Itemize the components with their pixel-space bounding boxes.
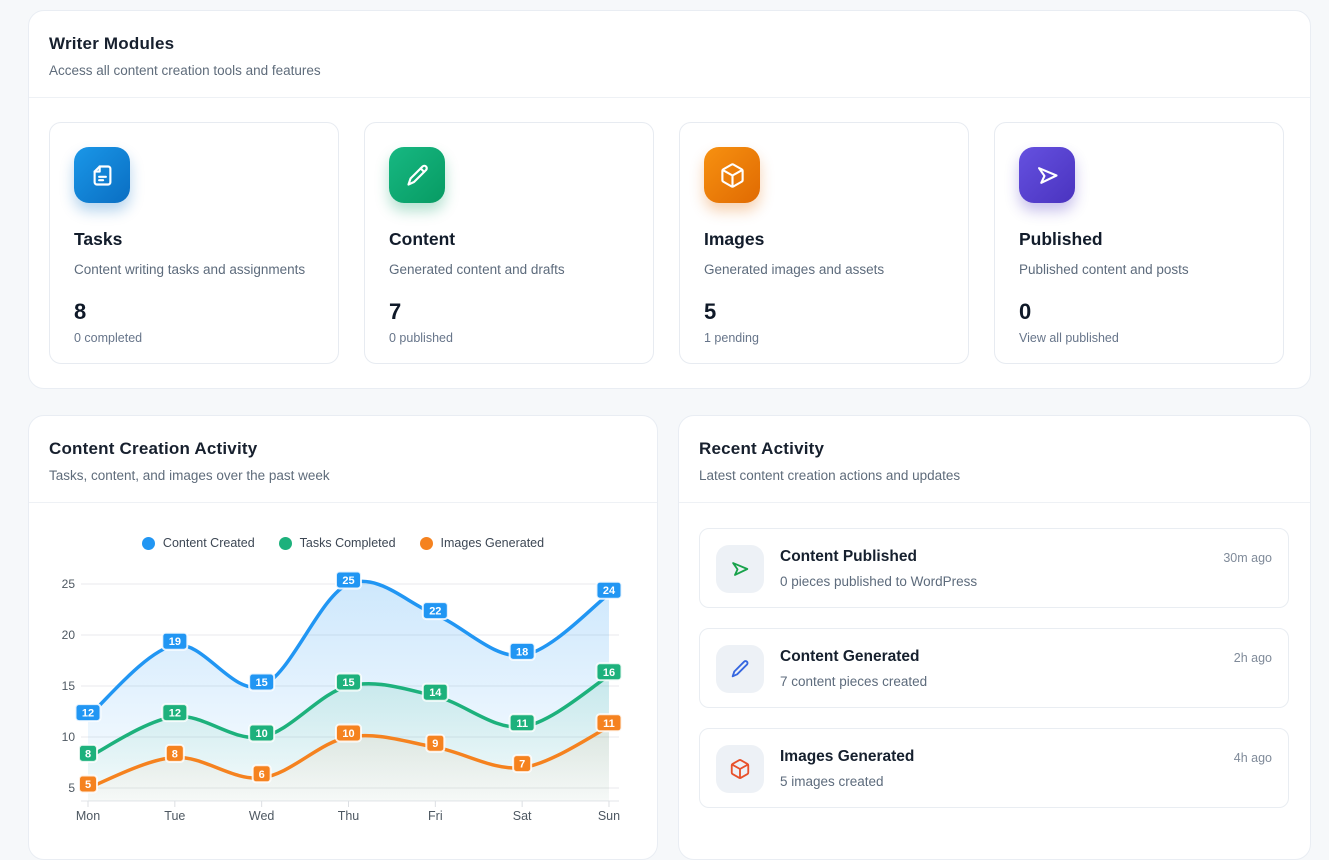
svg-text:12: 12 [82,708,94,720]
legend-dot [419,536,433,550]
legend-label: Images Generated [440,536,545,550]
module-cards-row: Tasks Content writing tasks and assignme… [29,98,1310,364]
card-title: Content [389,229,456,249]
card-count: 0 [1019,299,1032,324]
send-icon [716,545,764,593]
card-title: Tasks [74,229,123,249]
svg-text:9: 9 [432,738,438,750]
svg-text:24: 24 [603,585,616,597]
card-description: Generated images and assets [704,262,885,277]
chart-subtitle: Tasks, content, and images over the past… [49,468,330,483]
recent-activity-subtitle: Latest content creation actions and upda… [699,468,961,483]
chart-header: Content Creation Activity Tasks, content… [29,416,657,503]
svg-text:10: 10 [342,728,354,740]
cube-icon [704,147,760,203]
pencil-icon [716,645,764,693]
legend-item-content-created[interactable]: Content Created [141,536,255,550]
legend-label: Tasks Completed [299,536,396,550]
svg-text:8: 8 [85,748,91,760]
recent-activity-header: Recent Activity Latest content creation … [679,416,1310,503]
svg-text:5: 5 [68,781,75,795]
activity-title: Content Published [780,548,917,565]
chart-legend: Content Created Tasks Completed Images Gen… [29,536,657,550]
legend-dot [141,536,155,550]
legend-item-images-generated[interactable]: Images Generated [419,536,545,550]
svg-text:19: 19 [169,636,181,648]
svg-text:11: 11 [516,718,528,730]
svg-text:10: 10 [256,728,268,740]
card-title: Images [704,229,765,249]
activity-timestamp: 2h ago [1233,651,1272,665]
activity-description: 5 images created [780,774,884,789]
activity-list: Content Published 0 pieces published to … [679,503,1310,808]
recent-activity-title: Recent Activity [699,439,825,458]
svg-text:Tue: Tue [164,809,185,823]
page-subtitle: Access all content creation tools and fe… [49,63,321,78]
module-card-tasks[interactable]: Tasks Content writing tasks and assignme… [49,122,339,364]
svg-text:6: 6 [259,769,265,781]
activity-line-chart[interactable]: 5 10 15 20 25 Mon Tue Wed Thu Fri Sat Sun 12 19 15 25 22… [29,504,659,830]
card-sublabel: 0 published [389,331,453,345]
card-count: 8 [74,299,87,324]
svg-text:Sun: Sun [598,809,620,823]
legend-label: Content Created [162,536,255,550]
svg-text:Fri: Fri [428,809,443,823]
module-card-published[interactable]: Published Published content and posts 0 … [994,122,1284,364]
legend-dot [278,536,292,550]
svg-text:Sat: Sat [513,809,532,823]
svg-text:8: 8 [172,748,178,760]
svg-text:Wed: Wed [249,809,275,823]
svg-text:11: 11 [603,718,615,730]
svg-text:Mon: Mon [76,809,100,823]
svg-text:25: 25 [342,575,354,587]
activity-item-content-published: Content Published 0 pieces published to … [699,528,1289,608]
activity-timestamp: 4h ago [1233,751,1272,765]
svg-text:25: 25 [62,577,76,591]
svg-text:15: 15 [342,677,354,689]
svg-text:7: 7 [519,759,525,771]
recent-activity-panel: Recent Activity Latest content creation … [678,415,1311,860]
pencil-icon [389,147,445,203]
svg-text:5: 5 [85,779,91,791]
svg-text:15: 15 [62,679,76,693]
svg-text:20: 20 [62,628,76,642]
card-sublabel[interactable]: View all published [1019,331,1119,345]
svg-text:22: 22 [429,606,441,618]
chart-title: Content Creation Activity [49,439,258,458]
send-icon [1019,147,1075,203]
page-title: Writer Modules [49,34,175,53]
card-title: Published [1019,229,1103,249]
writer-modules-header: Writer Modules Access all content creati… [29,11,1310,98]
svg-text:15: 15 [256,677,268,689]
cube-icon [716,745,764,793]
activity-timestamp: 30m ago [1223,551,1272,565]
activity-description: 7 content pieces created [780,674,928,689]
activity-item-content-generated: Content Generated 7 content pieces creat… [699,628,1289,708]
svg-text:16: 16 [603,667,615,679]
module-card-images[interactable]: Images Generated images and assets 5 1 p… [679,122,969,364]
svg-text:18: 18 [516,646,528,658]
card-count: 7 [389,299,402,324]
activity-title: Content Generated [780,648,920,665]
card-count: 5 [704,299,717,324]
module-card-content[interactable]: Content Generated content and drafts 7 0… [364,122,654,364]
activity-title: Images Generated [780,748,915,765]
svg-text:12: 12 [169,708,181,720]
content-creation-activity-panel: Content Creation Activity Tasks, content… [28,415,658,860]
activity-description: 0 pieces published to WordPress [780,574,978,589]
legend-item-tasks-completed[interactable]: Tasks Completed [278,536,396,550]
activity-item-images-generated: Images Generated 5 images created 4h ago [699,728,1289,808]
file-text-icon [74,147,130,203]
svg-text:14: 14 [429,687,442,699]
svg-text:Thu: Thu [338,809,360,823]
svg-text:10: 10 [62,730,76,744]
card-description: Published content and posts [1019,262,1189,277]
writer-modules-panel: Writer Modules Access all content creati… [28,10,1311,389]
card-description: Generated content and drafts [389,262,565,277]
card-description: Content writing tasks and assignments [74,262,306,277]
card-sublabel: 0 completed [74,331,143,345]
card-sublabel: 1 pending [704,331,759,345]
